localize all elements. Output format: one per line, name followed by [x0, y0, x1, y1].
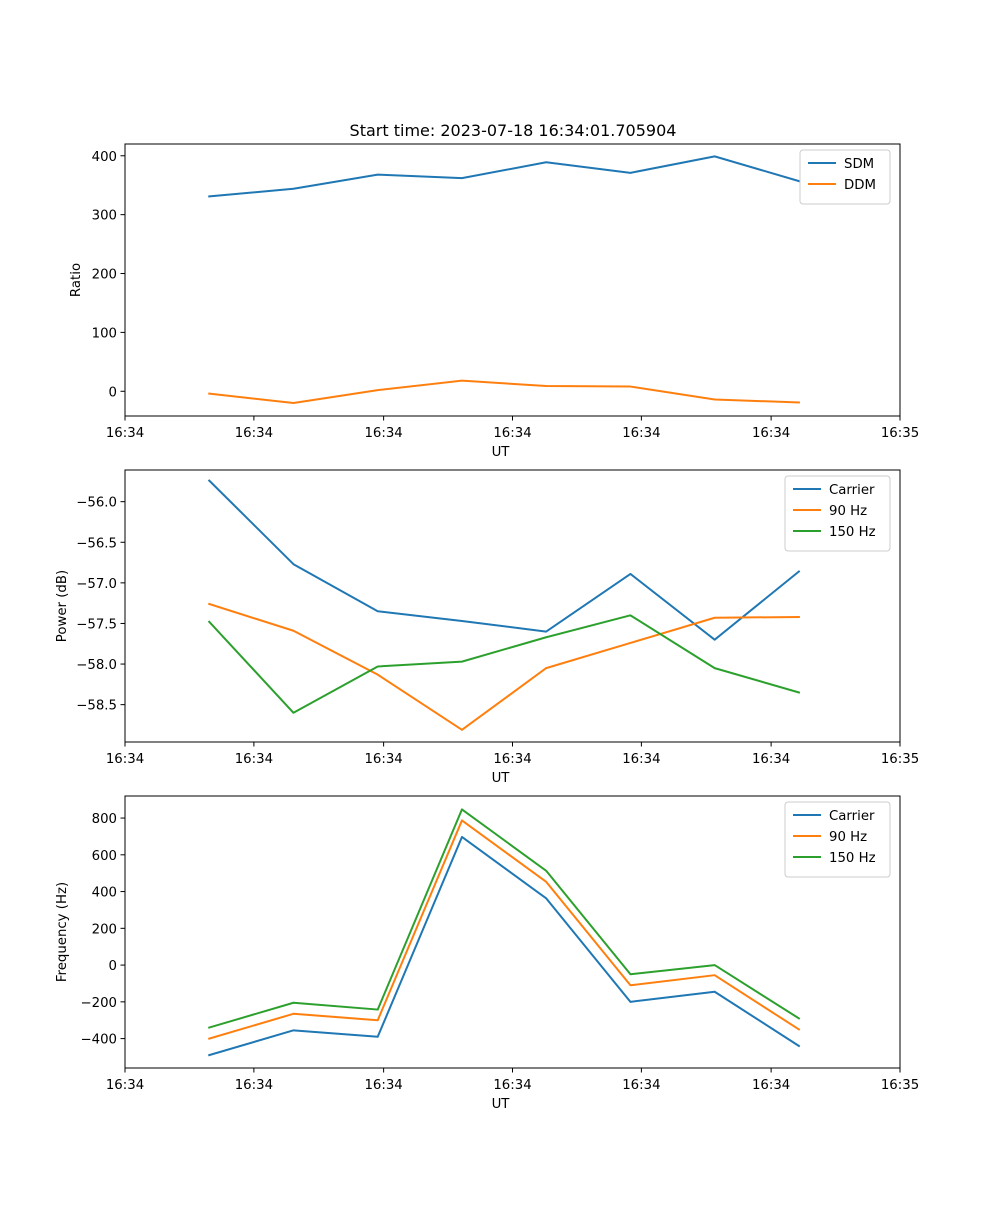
x-tick-label: 16:34	[752, 752, 790, 767]
x-tick-label: 16:34	[106, 752, 144, 767]
y-tick-label: 400	[92, 886, 117, 901]
x-axis-label: UT	[492, 445, 511, 460]
y-tick-label: 200	[92, 268, 117, 283]
y-tick-label: 400	[92, 150, 117, 165]
x-axis-label: UT	[492, 1097, 511, 1112]
x-tick-label: 16:34	[752, 426, 790, 441]
legend-box	[784, 475, 891, 552]
y-tick-label: 600	[92, 849, 117, 864]
y-axis-label: Ratio	[69, 263, 84, 297]
series-line-sdm	[208, 155, 801, 198]
series-line-90-hz	[207, 602, 800, 731]
series-line-ddm	[208, 379, 800, 405]
series-line-90-hz	[207, 819, 801, 1040]
legend-label: 150 Hz	[829, 525, 876, 540]
chart-title: Start time: 2023-07-18 16:34:01.705904	[350, 121, 677, 140]
legend-label: 90 Hz	[829, 830, 867, 845]
y-tick-label: −58.0	[76, 658, 117, 673]
y-tick-label: −400	[80, 1033, 117, 1048]
legend-label: 90 Hz	[829, 504, 867, 519]
legend-label: Carrier	[829, 483, 875, 498]
y-tick-label: −58.5	[76, 699, 117, 714]
x-tick-label: 16:34	[364, 752, 402, 767]
legend-label: SDM	[844, 157, 874, 172]
chart-panel-1: 16:34 16:34 16:34 16:34 16:34 16:34 16:35 0 100 2…	[69, 143, 919, 460]
legend: Carrier 90 Hz 150 Hz	[784, 801, 891, 878]
x-tick-label: 16:34	[235, 1078, 273, 1093]
y-tick-label: −57.0	[76, 577, 117, 592]
y-tick-label: 100	[92, 326, 117, 341]
legend: Carrier 90 Hz 150 Hz	[784, 475, 891, 552]
legend: SDM DDM	[799, 149, 891, 205]
legend-label: Carrier	[829, 809, 875, 824]
series-line-carrier	[207, 835, 801, 1057]
x-tick-label: 16:34	[235, 752, 273, 767]
x-tick-label: 16:34	[622, 1078, 660, 1093]
x-tick-label: 16:34	[106, 426, 144, 441]
x-axis-label: UT	[492, 771, 511, 786]
x-tick-label: 16:35	[881, 426, 919, 441]
y-tick-label: 800	[92, 812, 117, 827]
legend-label: 150 Hz	[829, 851, 876, 866]
x-tick-label: 16:34	[493, 1078, 531, 1093]
x-tick-label: 16:34	[364, 426, 402, 441]
chart-panel-3: 16:34 16:34 16:34 16:34 16:34 16:34 16:35 −400 −…	[55, 795, 919, 1112]
x-tick-label: 16:35	[881, 752, 919, 767]
series-line-150-hz	[207, 808, 801, 1029]
x-tick-label: 16:34	[106, 1078, 144, 1093]
chart-panel-2: 16:34 16:34 16:34 16:34 16:34 16:34 16:35 −58.5…	[55, 469, 919, 786]
x-tick-label: 16:34	[364, 1078, 402, 1093]
y-tick-label: −200	[80, 996, 117, 1011]
y-tick-label: −56.0	[76, 496, 117, 511]
x-tick-label: 16:34	[493, 426, 531, 441]
y-tick-label: −57.5	[76, 617, 117, 632]
y-tick-label: 0	[109, 959, 117, 974]
legend-label: DDM	[844, 178, 876, 193]
y-axis-label: Power (dB)	[55, 570, 70, 642]
series-line-150-hz	[207, 614, 801, 714]
y-tick-label: −56.5	[76, 536, 117, 551]
legend-box	[784, 801, 891, 878]
y-axis-label: Frequency (Hz)	[55, 882, 70, 982]
x-tick-label: 16:34	[622, 426, 660, 441]
y-tick-label: 0	[109, 385, 117, 400]
x-tick-label: 16:34	[752, 1078, 790, 1093]
y-tick-label: 300	[92, 209, 117, 224]
x-tick-label: 16:34	[235, 426, 273, 441]
y-tick-label: 200	[92, 922, 117, 937]
series-line-carrier	[207, 479, 801, 641]
x-tick-label: 16:34	[622, 752, 660, 767]
x-tick-label: 16:35	[881, 1078, 919, 1093]
x-tick-label: 16:34	[493, 752, 531, 767]
